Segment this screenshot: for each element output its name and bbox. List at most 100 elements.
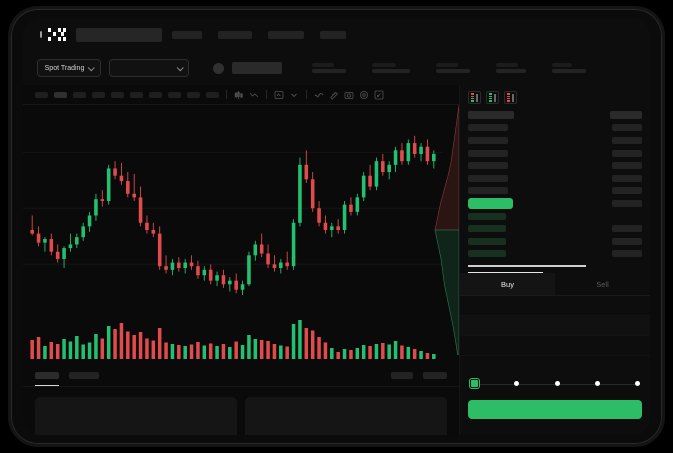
top-header (23, 18, 650, 51)
market-stat (372, 62, 410, 74)
stepper-node[interactable] (554, 381, 560, 387)
bottom-card[interactable] (245, 397, 447, 435)
orderbook-mode-group (460, 85, 650, 109)
chevron-down-icon[interactable] (289, 90, 299, 100)
timeframe-button[interactable] (149, 91, 162, 98)
trading-pair-dropdown[interactable] (109, 59, 189, 77)
orders-action-button[interactable] (391, 372, 413, 379)
timeframe-button[interactable] (54, 91, 67, 98)
timeframe-button[interactable] (111, 91, 124, 98)
candlestick-chart-icon[interactable] (234, 90, 244, 100)
market-stat-label (436, 62, 458, 67)
orderbook-bid-row[interactable] (468, 248, 642, 261)
order-form-row[interactable] (460, 336, 650, 356)
orderbook-spread-row[interactable] (468, 197, 642, 210)
spot-trading-dropdown[interactable]: Spot Trading (37, 59, 101, 77)
spread-price (468, 197, 513, 209)
bid-price (468, 225, 506, 233)
ask-price (468, 124, 508, 132)
tab-buy[interactable]: Buy (460, 272, 555, 295)
stepper-node[interactable] (514, 381, 520, 387)
header-nav-item[interactable] (320, 30, 346, 39)
market-stat-value (372, 69, 410, 74)
orderbook-bid-row[interactable] (468, 235, 642, 248)
wave-icon[interactable] (314, 90, 324, 100)
ask-price (468, 136, 508, 144)
search-input[interactable] (76, 27, 162, 42)
stepper-node[interactable] (594, 381, 600, 387)
candlestick-chart[interactable] (23, 105, 443, 320)
ask-price (468, 162, 508, 170)
camera-icon[interactable] (344, 90, 354, 100)
orders-action-button[interactable] (423, 372, 447, 379)
orderbook-bid-row[interactable] (468, 210, 642, 223)
tab-sell[interactable]: Sell (596, 279, 609, 289)
orderbook-ask-row[interactable] (468, 185, 642, 198)
submit-order-button[interactable] (468, 399, 642, 419)
orderbook-asks-icon[interactable] (504, 91, 517, 104)
spread-amount (612, 199, 642, 207)
line-chart-icon[interactable] (249, 90, 259, 100)
order-form-row[interactable] (460, 296, 650, 316)
market-stat-label (312, 62, 334, 67)
volume-histogram[interactable] (23, 314, 443, 359)
logo-block-o (37, 28, 45, 41)
settings-icon[interactable] (359, 90, 369, 100)
order-form-fields (460, 296, 650, 356)
toolbar-divider (266, 90, 267, 99)
okx-logo[interactable] (37, 28, 66, 41)
orderbook-rows[interactable] (460, 109, 650, 260)
coin-avatar (213, 62, 224, 74)
toolbar-divider (226, 90, 227, 99)
bid-amount (612, 237, 642, 245)
orderbook-ask-row[interactable] (468, 122, 642, 135)
bottom-card[interactable] (35, 397, 237, 435)
orderbook-ask-row[interactable] (468, 172, 642, 185)
market-stat (552, 62, 586, 74)
header-nav-item[interactable] (218, 30, 252, 39)
orderbook-both-icon[interactable] (468, 91, 481, 104)
stepper-node[interactable] (470, 379, 479, 389)
price-chart-panel[interactable] (23, 105, 459, 365)
bid-price (468, 212, 506, 220)
orders-tab-bar (23, 365, 459, 387)
market-stat (312, 62, 346, 74)
amount-stepper[interactable] (460, 378, 650, 390)
orderbook-header-row (468, 109, 642, 122)
timeframe-button[interactable] (92, 91, 105, 98)
orders-tab[interactable] (69, 372, 99, 379)
orderbook-ask-row[interactable] (468, 159, 642, 172)
orderbook-ask-row[interactable] (468, 147, 642, 160)
orders-tab-label (35, 372, 59, 379)
timeframe-button[interactable] (130, 91, 143, 98)
tablet-device-frame: Spot Trading (8, 6, 665, 447)
market-stat-label (552, 62, 572, 67)
ask-amount (612, 174, 642, 182)
orders-tab[interactable] (35, 372, 59, 386)
ask-amount (612, 124, 642, 132)
stepper-node[interactable] (635, 381, 640, 387)
timeframe-button[interactable] (206, 91, 219, 98)
orderbook-bids-icon[interactable] (486, 91, 499, 104)
toolbar-divider (306, 90, 307, 99)
timeframe-button[interactable] (187, 91, 200, 98)
indicators-icon[interactable] (274, 90, 284, 100)
bottom-card-row (23, 391, 459, 435)
fullscreen-icon[interactable] (374, 90, 384, 100)
timeframe-button[interactable] (35, 91, 48, 98)
market-stat-label (372, 62, 396, 67)
market-stat-value (436, 69, 470, 74)
header-nav-item[interactable] (268, 30, 304, 39)
measure-icon[interactable] (329, 90, 339, 100)
orderbook-bid-row[interactable] (468, 222, 642, 235)
timeframe-group (35, 91, 219, 98)
orderbook-ask-row[interactable] (468, 134, 642, 147)
timeframe-button[interactable] (168, 91, 181, 98)
orderbook-scrollbar[interactable] (468, 265, 586, 267)
app-screen: Spot Trading (23, 18, 650, 435)
orderbook-col-price (468, 111, 514, 120)
timeframe-button[interactable] (73, 91, 86, 98)
order-form-row[interactable] (460, 315, 650, 336)
ask-amount (612, 149, 642, 157)
header-nav-item[interactable] (172, 30, 202, 39)
